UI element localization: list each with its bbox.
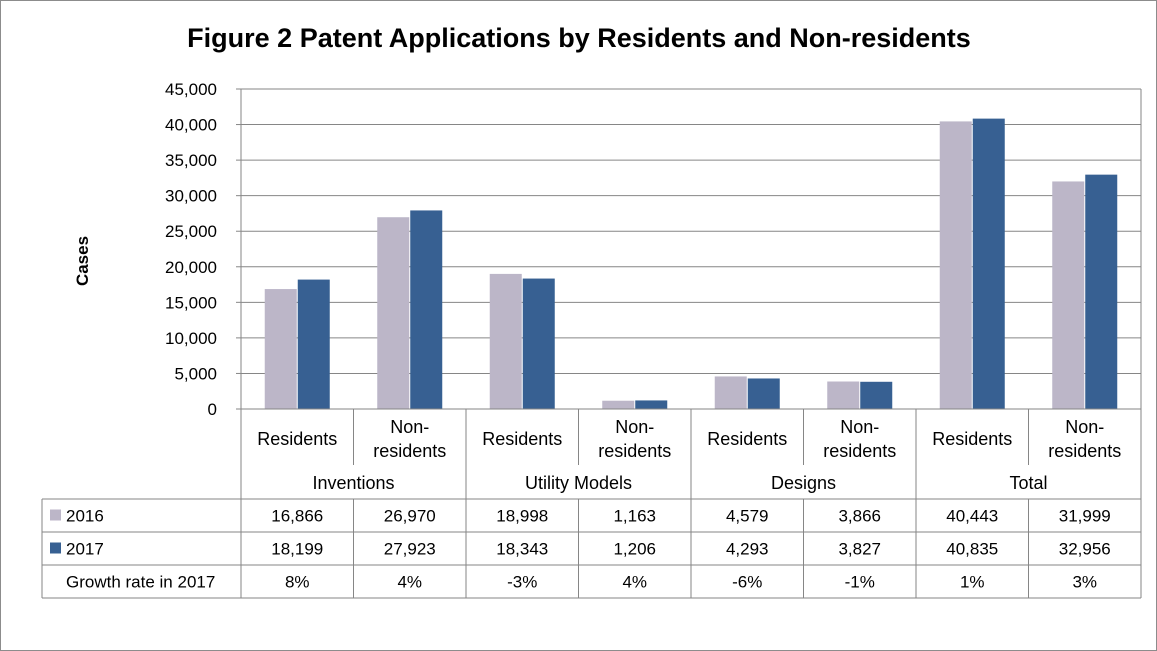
y-tick-label: 10,000 [165,329,217,348]
table-cell: 1% [960,573,985,592]
table-cell: 1,163 [613,507,656,526]
y-tick-label: 0 [208,400,217,419]
bar-2016 [714,376,747,409]
category-label: residents [373,441,446,461]
table-cell: 4,579 [726,507,769,526]
table-cell: 8% [285,573,310,592]
y-tick-label: 40,000 [165,116,217,135]
table-cell: 4,293 [726,540,769,559]
table-cell: 18,998 [496,507,548,526]
y-tick-label: 20,000 [165,258,217,277]
table-cell: -6% [732,573,762,592]
data-table: 2016 16,866 26,970 18,998 1,163 4,579 3,866 40,… [41,498,1142,599]
group-label: Inventions [312,473,394,493]
bar-2017 [860,381,893,409]
bar-2016 [264,289,297,409]
legend-marker-2016 [50,509,61,521]
table-row-label: 2016 [66,507,104,526]
table-cell: 16,866 [271,507,323,526]
y-axis-label: Cases [73,236,92,286]
category-label: residents [823,441,896,461]
category-label: Non- [390,417,429,437]
chart-title: Figure 2 Patent Applications by Resident… [187,23,971,53]
bar-2017 [747,378,780,409]
category-label: Residents [482,429,562,449]
table-cell: 40,443 [946,507,998,526]
table-cell: 3,866 [838,507,881,526]
bar-2017 [635,400,668,409]
group-label: Designs [771,473,836,493]
category-label: Residents [257,429,337,449]
table-cell: 27,923 [384,540,436,559]
table-cell: 26,970 [384,507,436,526]
bar-2016 [939,121,972,409]
group-label: Total [1009,473,1047,493]
table-cell: 40,835 [946,540,998,559]
table-row-label: 2017 [66,540,104,559]
bar-2016 [602,400,635,409]
table-cell: -1% [845,573,875,592]
group-label: Utility Models [525,473,632,493]
bar-2017 [972,118,1005,410]
table-cell: 1,206 [613,540,656,559]
gridlines [241,88,1142,409]
table-cell: -3% [507,573,537,592]
category-label: residents [1048,441,1121,461]
table-cell: 32,956 [1059,540,1111,559]
y-tick-label: 15,000 [165,293,217,312]
table-cell: 18,199 [271,540,323,559]
y-tick-label: 35,000 [165,151,217,170]
bar-2016 [377,217,410,409]
bar-2016 [489,273,522,409]
category-label: Non- [1065,417,1104,437]
category-label: Residents [932,429,1012,449]
table-cell: 4% [622,573,647,592]
bar-2016 [1052,181,1085,409]
y-tick-label: 5,000 [174,364,217,383]
y-tick-label: 30,000 [165,187,217,206]
bar-2017 [522,278,555,409]
table-cell: 18,343 [496,540,548,559]
table-row-label: Growth rate in 2017 [66,573,215,592]
bar-2017 [1085,174,1118,409]
category-label: Residents [707,429,787,449]
table-cell: 31,999 [1059,507,1111,526]
bar-2017 [297,279,330,409]
category-label: residents [598,441,671,461]
category-label: Non- [840,417,879,437]
bar-2017 [410,210,443,409]
category-label: Non- [615,417,654,437]
y-tick-label: 45,000 [165,80,217,99]
bars [264,118,1118,410]
table-cell: 4% [397,573,422,592]
bar-2016 [827,381,860,409]
axes: 0 5,000 10,000 15,000 20,000 25,000 30,000 35,0… [165,80,1142,499]
legend-marker-2017 [50,542,61,554]
table-cell: 3,827 [838,540,881,559]
y-tick-label: 25,000 [165,222,217,241]
table-cell: 3% [1072,573,1097,592]
